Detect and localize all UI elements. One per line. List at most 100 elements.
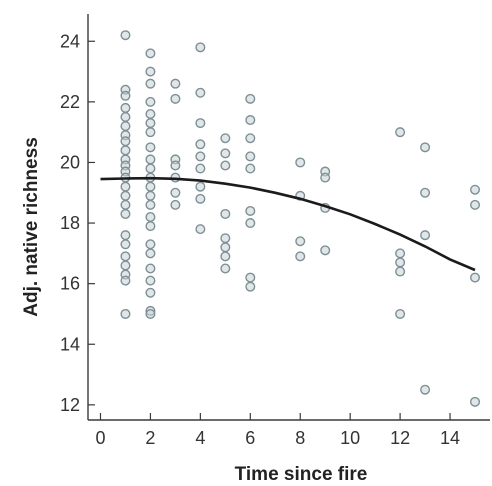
data-point xyxy=(170,199,181,210)
data-point xyxy=(220,148,231,159)
y-ticks: 12 14 16 18 20 22 24 xyxy=(60,31,95,415)
data-point xyxy=(195,181,206,192)
data-point xyxy=(220,242,231,253)
data-point xyxy=(145,211,156,222)
data-point xyxy=(470,199,481,210)
data-point xyxy=(220,208,231,219)
data-point xyxy=(420,142,431,153)
data-point xyxy=(245,272,256,283)
data-points xyxy=(120,30,481,407)
data-point xyxy=(145,190,156,201)
data-point xyxy=(120,308,131,319)
data-point xyxy=(245,115,256,126)
data-point xyxy=(145,78,156,89)
data-point xyxy=(145,199,156,210)
fit-line-group xyxy=(100,176,476,272)
y-tick-label: 24 xyxy=(60,31,80,51)
data-point xyxy=(245,151,256,162)
data-point xyxy=(195,87,206,98)
data-point xyxy=(120,30,131,41)
data-point xyxy=(120,208,131,219)
data-point xyxy=(145,181,156,192)
data-point xyxy=(120,121,131,132)
y-tick-label: 18 xyxy=(60,213,80,233)
data-point xyxy=(220,133,231,144)
data-point xyxy=(470,272,481,283)
data-point xyxy=(145,142,156,153)
data-point xyxy=(120,239,131,250)
data-point xyxy=(220,251,231,262)
y-axis-title: Adj. native richness xyxy=(21,137,42,317)
data-point xyxy=(470,396,481,407)
data-point xyxy=(245,93,256,104)
data-point xyxy=(245,163,256,174)
data-point xyxy=(420,384,431,395)
y-tick-label: 20 xyxy=(60,152,80,172)
data-point xyxy=(120,251,131,262)
data-point xyxy=(395,248,406,259)
axes xyxy=(87,14,490,421)
data-point xyxy=(195,139,206,150)
data-point xyxy=(120,260,131,271)
fit-line xyxy=(100,176,476,272)
data-point xyxy=(120,145,131,156)
x-ticks: 0 2 4 6 8 10 12 14 xyxy=(95,413,460,448)
data-point xyxy=(395,257,406,268)
data-point xyxy=(245,218,256,229)
data-point xyxy=(145,263,156,274)
data-point xyxy=(245,133,256,144)
data-point xyxy=(295,236,306,247)
x-tick-label: 8 xyxy=(295,428,305,448)
data-point xyxy=(120,136,131,147)
data-point xyxy=(245,205,256,216)
x-tick-label: 6 xyxy=(245,428,255,448)
data-point xyxy=(170,160,181,171)
x-tick-label: 0 xyxy=(95,428,105,448)
x-tick-label: 14 xyxy=(440,428,460,448)
data-point xyxy=(145,154,156,165)
data-point xyxy=(145,239,156,250)
data-point xyxy=(195,118,206,129)
data-point xyxy=(145,118,156,129)
data-point xyxy=(395,266,406,277)
data-point xyxy=(195,42,206,53)
data-point xyxy=(145,287,156,298)
data-point xyxy=(120,102,131,113)
data-point xyxy=(220,263,231,274)
data-point xyxy=(195,163,206,174)
x-tick-label: 10 xyxy=(340,428,360,448)
data-point xyxy=(295,157,306,168)
data-point xyxy=(195,224,206,235)
data-point xyxy=(120,275,131,286)
data-point xyxy=(195,151,206,162)
x-tick-label: 12 xyxy=(390,428,410,448)
data-point xyxy=(320,172,331,183)
data-point xyxy=(245,281,256,292)
data-point xyxy=(320,245,331,256)
data-point xyxy=(145,127,156,138)
y-tick-label: 14 xyxy=(60,334,80,354)
data-point xyxy=(145,163,156,174)
data-point xyxy=(220,233,231,244)
data-point xyxy=(120,112,131,123)
data-point xyxy=(195,193,206,204)
data-point xyxy=(145,96,156,107)
data-point xyxy=(145,221,156,232)
data-point xyxy=(295,251,306,262)
data-point xyxy=(145,48,156,59)
data-point xyxy=(145,66,156,77)
x-tick-label: 2 xyxy=(145,428,155,448)
x-axis-title: Time since fire xyxy=(235,464,368,485)
data-point xyxy=(120,199,131,210)
data-point xyxy=(145,308,156,319)
data-point xyxy=(395,308,406,319)
data-point xyxy=(145,248,156,259)
y-tick-label: 16 xyxy=(60,274,80,294)
data-point xyxy=(420,230,431,241)
data-point xyxy=(395,127,406,138)
data-point xyxy=(120,90,131,101)
data-point xyxy=(145,108,156,119)
data-point xyxy=(470,184,481,195)
